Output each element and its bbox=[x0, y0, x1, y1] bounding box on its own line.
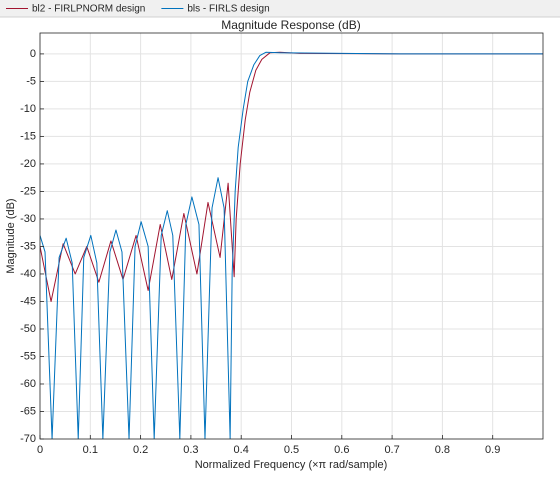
y-tick-label: -40 bbox=[20, 268, 36, 280]
y-axis-label: Magnitude (dB) bbox=[5, 198, 17, 273]
y-tick-label: -55 bbox=[20, 350, 36, 362]
y-tick-label: -60 bbox=[20, 378, 36, 390]
x-tick-label: 0.8 bbox=[435, 444, 450, 456]
y-tick-label: -45 bbox=[20, 295, 36, 307]
y-tick-label: -35 bbox=[20, 240, 36, 252]
x-tick-label: 0.3 bbox=[183, 444, 198, 456]
x-tick-label: 0.1 bbox=[83, 444, 98, 456]
y-tick-label: -25 bbox=[20, 185, 36, 197]
legend-bar bbox=[0, 0, 560, 17]
x-tick-label: 0.6 bbox=[334, 444, 349, 456]
x-tick-label: 0.7 bbox=[384, 444, 399, 456]
chart-title: Magnitude Response (dB) bbox=[221, 18, 360, 32]
series-line bbox=[40, 51, 543, 439]
y-tick-label: -15 bbox=[20, 130, 36, 142]
grid bbox=[39, 33, 543, 440]
y-tick-label: -20 bbox=[20, 158, 36, 170]
series-line bbox=[40, 51, 543, 302]
y-tick-label: -50 bbox=[20, 323, 36, 335]
y-tick-label: -10 bbox=[20, 103, 36, 115]
y-tick-label: -65 bbox=[20, 405, 36, 417]
x-tick-label: 0.4 bbox=[234, 444, 249, 456]
y-tick-label: -5 bbox=[26, 75, 36, 87]
y-tick-label: 0 bbox=[30, 48, 36, 60]
x-tick-label: 0.2 bbox=[133, 444, 148, 456]
lines bbox=[40, 51, 543, 439]
y-tick-label: -70 bbox=[20, 433, 36, 445]
x-tick-label: 0.5 bbox=[284, 444, 299, 456]
x-axis-label: Normalized Frequency (×π rad/sample) bbox=[195, 459, 388, 471]
legend-label: bls - FIRLS design bbox=[187, 4, 269, 15]
x-tick-label: 0.9 bbox=[485, 444, 500, 456]
y-tick-label: -30 bbox=[20, 213, 36, 225]
legend-label: bl2 - FIRLPNORM design bbox=[32, 4, 145, 15]
x-tick-label: 0 bbox=[37, 444, 43, 456]
